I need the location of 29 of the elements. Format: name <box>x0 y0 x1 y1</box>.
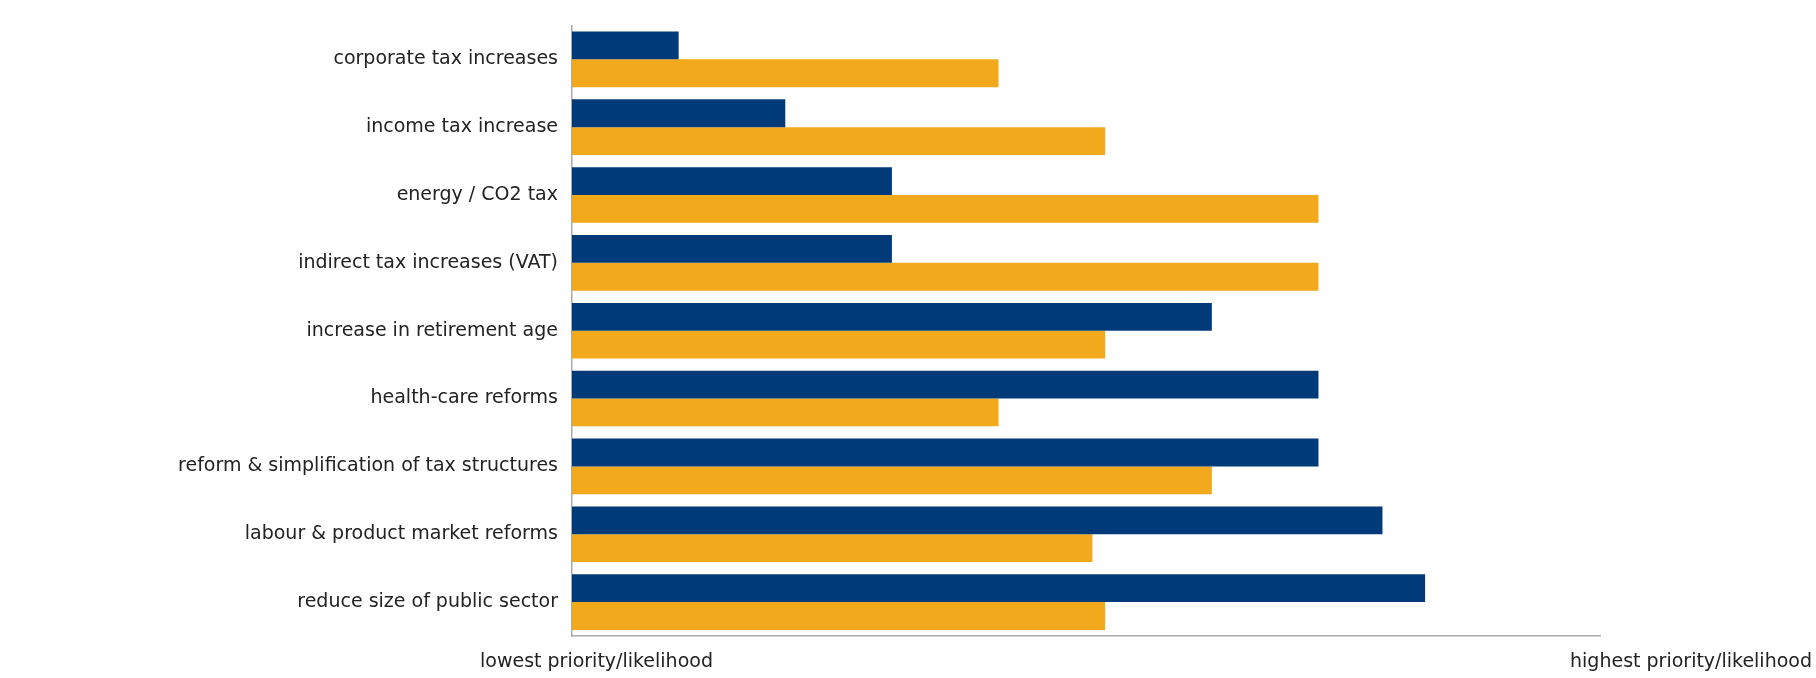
bar <box>572 59 999 88</box>
bar <box>572 235 892 263</box>
bar <box>572 438 1319 467</box>
y-tick-label: health-care reforms <box>370 385 558 408</box>
bar <box>572 99 786 128</box>
bar <box>572 534 1093 563</box>
text: lowest priority/likelihood <box>480 648 713 671</box>
bar <box>572 602 1106 630</box>
y-tick-label: reduce size of public sector <box>297 589 559 612</box>
bar <box>572 127 1106 155</box>
bar <box>572 370 1319 399</box>
bar <box>572 330 1106 359</box>
bar <box>572 195 1319 223</box>
bar <box>572 506 1383 535</box>
bar <box>572 466 1212 495</box>
y-tick-label: corporate tax increases <box>333 46 558 69</box>
text: highest priority/likelihood <box>1570 648 1812 671</box>
y-tick-label: income tax increase <box>365 114 558 137</box>
bar <box>572 31 679 60</box>
y-tick-label: labour & product market reforms <box>244 521 558 544</box>
bar <box>572 302 1212 331</box>
y-tick-label: energy / CO2 tax <box>396 181 558 204</box>
y-tick-label: reform & simplification of tax structures <box>178 453 558 476</box>
bar <box>572 262 1319 291</box>
bar <box>572 574 1426 603</box>
bar <box>572 167 892 196</box>
bar <box>572 398 999 427</box>
y-tick-label: indirect tax increases (VAT) <box>298 249 558 272</box>
y-tick-label: increase in retirement age <box>306 317 558 340</box>
